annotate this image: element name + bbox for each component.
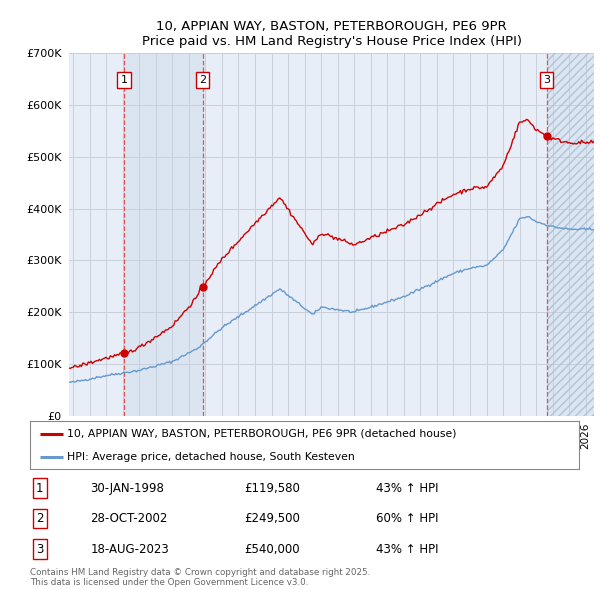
Bar — [547, 53, 594, 416]
Text: 1: 1 — [36, 481, 44, 494]
Text: 2: 2 — [36, 512, 44, 525]
Text: £249,500: £249,500 — [244, 512, 300, 525]
Text: 3: 3 — [36, 543, 44, 556]
Text: HPI: Average price, detached house, South Kesteven: HPI: Average price, detached house, Sout… — [67, 453, 355, 463]
Bar — [124, 53, 203, 416]
Text: 30-JAN-1998: 30-JAN-1998 — [91, 481, 164, 494]
Text: Contains HM Land Registry data © Crown copyright and database right 2025.
This d: Contains HM Land Registry data © Crown c… — [30, 568, 370, 587]
Text: 28-OCT-2002: 28-OCT-2002 — [91, 512, 168, 525]
Text: 10, APPIAN WAY, BASTON, PETERBOROUGH, PE6 9PR (detached house): 10, APPIAN WAY, BASTON, PETERBOROUGH, PE… — [67, 429, 457, 439]
Text: 43% ↑ HPI: 43% ↑ HPI — [376, 481, 439, 494]
Bar — [547, 53, 594, 416]
Text: 1: 1 — [121, 76, 128, 86]
Text: £119,580: £119,580 — [244, 481, 300, 494]
Text: 3: 3 — [543, 76, 550, 86]
Text: 60% ↑ HPI: 60% ↑ HPI — [376, 512, 439, 525]
Text: 18-AUG-2023: 18-AUG-2023 — [91, 543, 169, 556]
Text: 2: 2 — [199, 76, 206, 86]
Text: £540,000: £540,000 — [244, 543, 300, 556]
Title: 10, APPIAN WAY, BASTON, PETERBOROUGH, PE6 9PR
Price paid vs. HM Land Registry's : 10, APPIAN WAY, BASTON, PETERBOROUGH, PE… — [142, 20, 521, 48]
Text: 43% ↑ HPI: 43% ↑ HPI — [376, 543, 439, 556]
